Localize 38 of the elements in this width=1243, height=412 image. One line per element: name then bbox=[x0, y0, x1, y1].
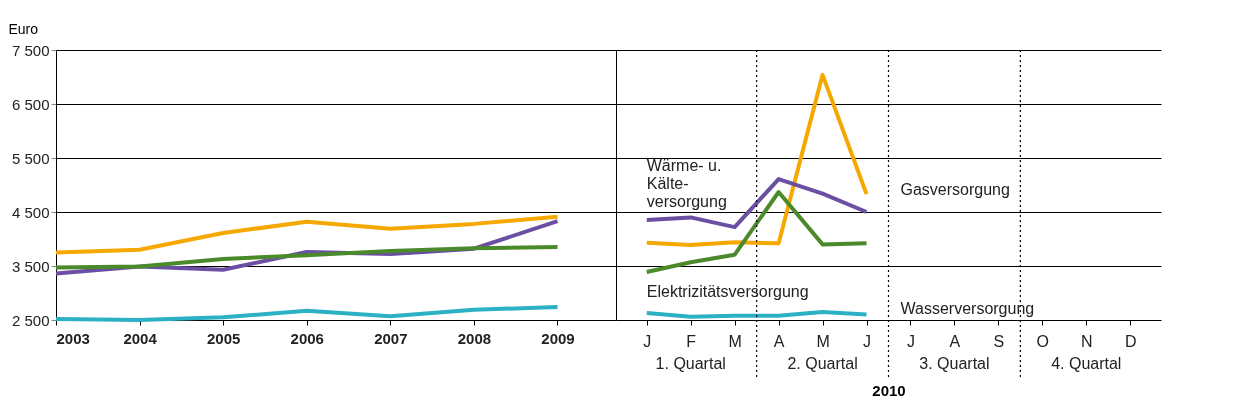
series-label: Wärme- u. Kälte- versorgung bbox=[646, 157, 727, 211]
x-tick-label: S bbox=[993, 332, 1005, 350]
line-series bbox=[54, 245, 560, 270]
x-tick-label: J bbox=[906, 332, 915, 350]
x-tick-label: 2004 bbox=[123, 329, 158, 347]
x-tick-label: F bbox=[686, 332, 697, 350]
y-tick-label: 5 500 bbox=[11, 149, 50, 167]
x-tick-label: A bbox=[773, 332, 785, 350]
x-tick-label: A bbox=[949, 332, 961, 350]
text: 1. Quartal bbox=[655, 355, 726, 372]
y-axis-title: Euro bbox=[8, 20, 39, 37]
x-tick-label: O bbox=[1036, 332, 1050, 350]
x-tick-label: M bbox=[816, 332, 830, 350]
x-tick-label: 2006 bbox=[290, 329, 324, 347]
x-tick-label: J bbox=[643, 332, 652, 350]
text: 3. Quartal bbox=[919, 355, 990, 372]
x-tick-label: M bbox=[728, 332, 742, 350]
text: Gasversorgung bbox=[900, 181, 1010, 199]
x-tick-label: 2003 bbox=[56, 329, 90, 347]
text: 4. Quartal bbox=[1051, 355, 1122, 372]
y-tick-label: 6 500 bbox=[11, 95, 50, 113]
y-tick-label: 2 500 bbox=[11, 311, 50, 329]
series-label: Elektrizitätsversorgung bbox=[646, 282, 809, 300]
x-tick-label: J bbox=[863, 332, 872, 350]
x-tick-label: 2008 bbox=[457, 329, 492, 347]
y-tick-label: 7 500 bbox=[11, 41, 50, 59]
x-tick-label: D bbox=[1124, 332, 1137, 350]
x-tick-label: 2009 bbox=[541, 329, 575, 347]
y-tick-label: 4 500 bbox=[11, 203, 50, 221]
line-series bbox=[54, 214, 560, 255]
x-tick-label: 2005 bbox=[206, 329, 241, 347]
x-axis-title: 2010 bbox=[872, 381, 906, 399]
x-tick-label: N bbox=[1081, 332, 1093, 350]
text: 2. Quartal bbox=[787, 355, 858, 372]
y-tick-label: 3 500 bbox=[11, 257, 50, 275]
line-series bbox=[54, 305, 560, 322]
text: Wasserversorgung bbox=[900, 299, 1035, 317]
x-tick-label: 2007 bbox=[374, 329, 408, 347]
